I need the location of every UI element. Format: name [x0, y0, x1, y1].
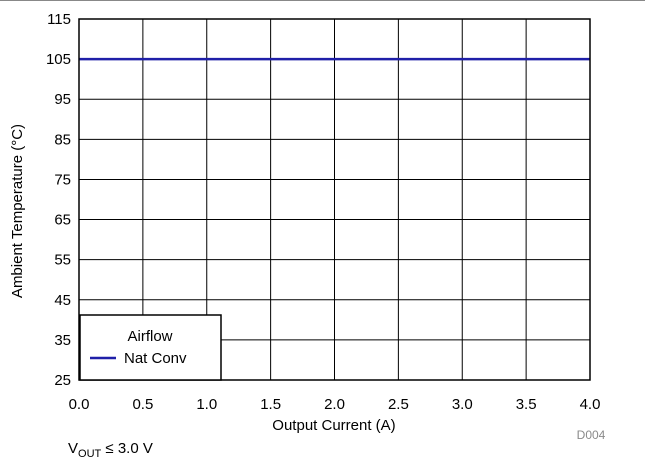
y-tick-label: 65: [54, 212, 71, 229]
x-tick-label: 1.0: [196, 396, 217, 413]
x-tick-label: 2.5: [388, 396, 409, 413]
x-tick-label: 4.0: [580, 396, 601, 413]
y-axis-label: Ambient Temperature (°C): [9, 124, 26, 298]
figure-id: D004: [577, 428, 606, 440]
condition-v: V: [68, 440, 79, 457]
y-tick-label: 75: [54, 171, 71, 188]
x-tick-labels: 0.0 0.5 1.0 1.5 2.0 2.5 3.0 3.5 4.0: [69, 396, 601, 413]
top-rule: [0, 0, 645, 1]
plot-area-frame: [78, 18, 591, 381]
x-tick-label: 1.5: [260, 396, 281, 413]
x-tick-label: 0.0: [69, 396, 90, 413]
y-tick-labels: 25 35 45 55 65 75 85 95 105 115: [46, 11, 71, 389]
x-axis-label: Output Current (A): [272, 417, 395, 434]
y-tick-label: 25: [54, 372, 71, 389]
chart: 25 35 45 55 65 75 85 95 105 115 0.0 0.5 1.0 1.5 2.0 2.…: [9, 11, 606, 440]
y-tick-label: 45: [54, 292, 71, 309]
x-tick-label: 3.0: [452, 396, 473, 413]
legend-label-nat-conv: Nat Conv: [124, 350, 187, 367]
x-tick-label: 3.5: [516, 396, 537, 413]
y-tick-label: 95: [54, 91, 71, 108]
y-tick-label: 115: [47, 11, 71, 28]
condition-value: ≤ 3.0 V: [101, 440, 153, 457]
legend-title: Airflow: [127, 328, 172, 345]
y-tick-label: 55: [54, 252, 71, 269]
y-tick-label: 85: [54, 131, 71, 148]
x-tick-label: 0.5: [132, 396, 153, 413]
legend-box: [79, 314, 222, 381]
y-tick-label: 35: [54, 332, 71, 349]
y-tick-label: 105: [46, 51, 71, 68]
condition-note: VOUT ≤ 3.0 V: [68, 440, 153, 460]
x-tick-label: 2.0: [324, 396, 345, 413]
condition-subscript: OUT: [78, 448, 102, 460]
legend: Airflow Nat Conv: [79, 314, 222, 381]
